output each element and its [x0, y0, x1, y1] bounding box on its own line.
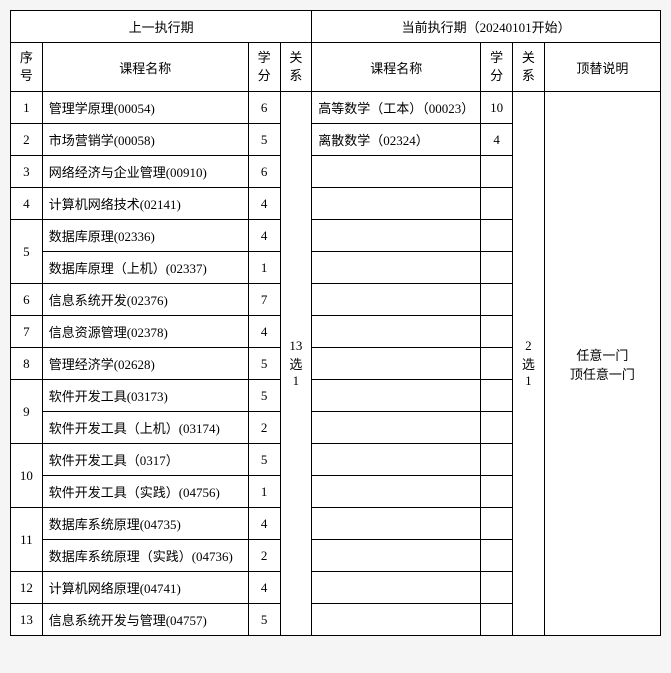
prev-credit-cell: 7	[248, 284, 280, 316]
prev-credit-cell: 5	[248, 444, 280, 476]
prev-course-cell: 软件开发工具（0317）	[42, 444, 248, 476]
prev-course-cell: 软件开发工具（上机）(03174)	[42, 412, 248, 444]
prev-credit-cell: 6	[248, 156, 280, 188]
seq-cell: 9	[11, 380, 43, 444]
table-body: 1管理学原理(00054)613选1高等数学（工本）（00023）102选1任意…	[11, 92, 661, 636]
prev-credit-cell: 4	[248, 572, 280, 604]
prev-period-header: 上一执行期	[11, 11, 312, 43]
cur-course-cell	[312, 604, 481, 636]
prev-credit-cell: 5	[248, 604, 280, 636]
cur-credit-cell	[481, 444, 513, 476]
col-prev-course: 课程名称	[42, 43, 248, 92]
prev-credit-cell: 4	[248, 508, 280, 540]
cur-course-cell	[312, 316, 481, 348]
header-row-2: 序号 课程名称 学分 关系 课程名称 学分 关系 顶替说明	[11, 43, 661, 92]
prev-credit-cell: 2	[248, 412, 280, 444]
cur-course-cell	[312, 252, 481, 284]
cur-course-cell	[312, 476, 481, 508]
cur-course-cell	[312, 348, 481, 380]
cur-course-cell	[312, 220, 481, 252]
cur-course-cell	[312, 380, 481, 412]
prev-course-cell: 数据库系统原理(04735)	[42, 508, 248, 540]
prev-relation-cell: 13选1	[280, 92, 312, 636]
prev-course-cell: 软件开发工具(03173)	[42, 380, 248, 412]
table-row: 1管理学原理(00054)613选1高等数学（工本）（00023）102选1任意…	[11, 92, 661, 124]
seq-cell: 2	[11, 124, 43, 156]
prev-course-cell: 信息资源管理(02378)	[42, 316, 248, 348]
col-cur-credit: 学分	[481, 43, 513, 92]
col-prev-credit: 学分	[248, 43, 280, 92]
prev-credit-cell: 4	[248, 316, 280, 348]
col-cur-course: 课程名称	[312, 43, 481, 92]
prev-credit-cell: 2	[248, 540, 280, 572]
col-seq: 序号	[11, 43, 43, 92]
col-prev-relation: 关系	[280, 43, 312, 92]
cur-credit-cell	[481, 604, 513, 636]
seq-cell: 1	[11, 92, 43, 124]
seq-cell: 12	[11, 572, 43, 604]
cur-credit-cell: 10	[481, 92, 513, 124]
prev-credit-cell: 1	[248, 252, 280, 284]
prev-credit-cell: 4	[248, 188, 280, 220]
cur-course-cell	[312, 572, 481, 604]
cur-credit-cell	[481, 188, 513, 220]
prev-course-cell: 数据库原理（上机）(02337)	[42, 252, 248, 284]
seq-cell: 11	[11, 508, 43, 572]
seq-cell: 3	[11, 156, 43, 188]
seq-cell: 4	[11, 188, 43, 220]
cur-course-cell: 离散数学（02324）	[312, 124, 481, 156]
note-cell: 任意一门顶任意一门	[544, 92, 660, 636]
cur-course-cell	[312, 412, 481, 444]
col-cur-relation: 关系	[513, 43, 545, 92]
cur-course-cell	[312, 284, 481, 316]
cur-course-cell	[312, 540, 481, 572]
cur-credit-cell	[481, 220, 513, 252]
header-row-1: 上一执行期 当前执行期（20240101开始）	[11, 11, 661, 43]
cur-period-header: 当前执行期（20240101开始）	[312, 11, 661, 43]
seq-cell: 13	[11, 604, 43, 636]
prev-course-cell: 信息系统开发(02376)	[42, 284, 248, 316]
prev-course-cell: 计算机网络原理(04741)	[42, 572, 248, 604]
cur-course-cell: 高等数学（工本）（00023）	[312, 92, 481, 124]
substitution-table: 上一执行期 当前执行期（20240101开始） 序号 课程名称 学分 关系 课程…	[10, 10, 661, 636]
cur-credit-cell	[481, 508, 513, 540]
cur-credit-cell: 4	[481, 124, 513, 156]
cur-course-cell	[312, 508, 481, 540]
cur-credit-cell	[481, 412, 513, 444]
cur-credit-cell	[481, 284, 513, 316]
prev-credit-cell: 1	[248, 476, 280, 508]
prev-course-cell: 软件开发工具（实践）(04756)	[42, 476, 248, 508]
prev-course-cell: 市场营销学(00058)	[42, 124, 248, 156]
cur-credit-cell	[481, 380, 513, 412]
cur-credit-cell	[481, 540, 513, 572]
cur-course-cell	[312, 188, 481, 220]
cur-credit-cell	[481, 252, 513, 284]
col-note: 顶替说明	[544, 43, 660, 92]
prev-credit-cell: 4	[248, 220, 280, 252]
cur-credit-cell	[481, 572, 513, 604]
prev-course-cell: 数据库系统原理（实践）(04736)	[42, 540, 248, 572]
seq-cell: 6	[11, 284, 43, 316]
prev-credit-cell: 6	[248, 92, 280, 124]
seq-cell: 10	[11, 444, 43, 508]
prev-credit-cell: 5	[248, 348, 280, 380]
seq-cell: 8	[11, 348, 43, 380]
prev-course-cell: 数据库原理(02336)	[42, 220, 248, 252]
cur-relation-cell: 2选1	[513, 92, 545, 636]
prev-course-cell: 网络经济与企业管理(00910)	[42, 156, 248, 188]
cur-credit-cell	[481, 476, 513, 508]
prev-credit-cell: 5	[248, 380, 280, 412]
seq-cell: 7	[11, 316, 43, 348]
prev-credit-cell: 5	[248, 124, 280, 156]
cur-credit-cell	[481, 156, 513, 188]
prev-course-cell: 管理经济学(02628)	[42, 348, 248, 380]
cur-course-cell	[312, 444, 481, 476]
prev-course-cell: 管理学原理(00054)	[42, 92, 248, 124]
cur-course-cell	[312, 156, 481, 188]
seq-cell: 5	[11, 220, 43, 284]
cur-credit-cell	[481, 348, 513, 380]
prev-course-cell: 计算机网络技术(02141)	[42, 188, 248, 220]
cur-credit-cell	[481, 316, 513, 348]
prev-course-cell: 信息系统开发与管理(04757)	[42, 604, 248, 636]
